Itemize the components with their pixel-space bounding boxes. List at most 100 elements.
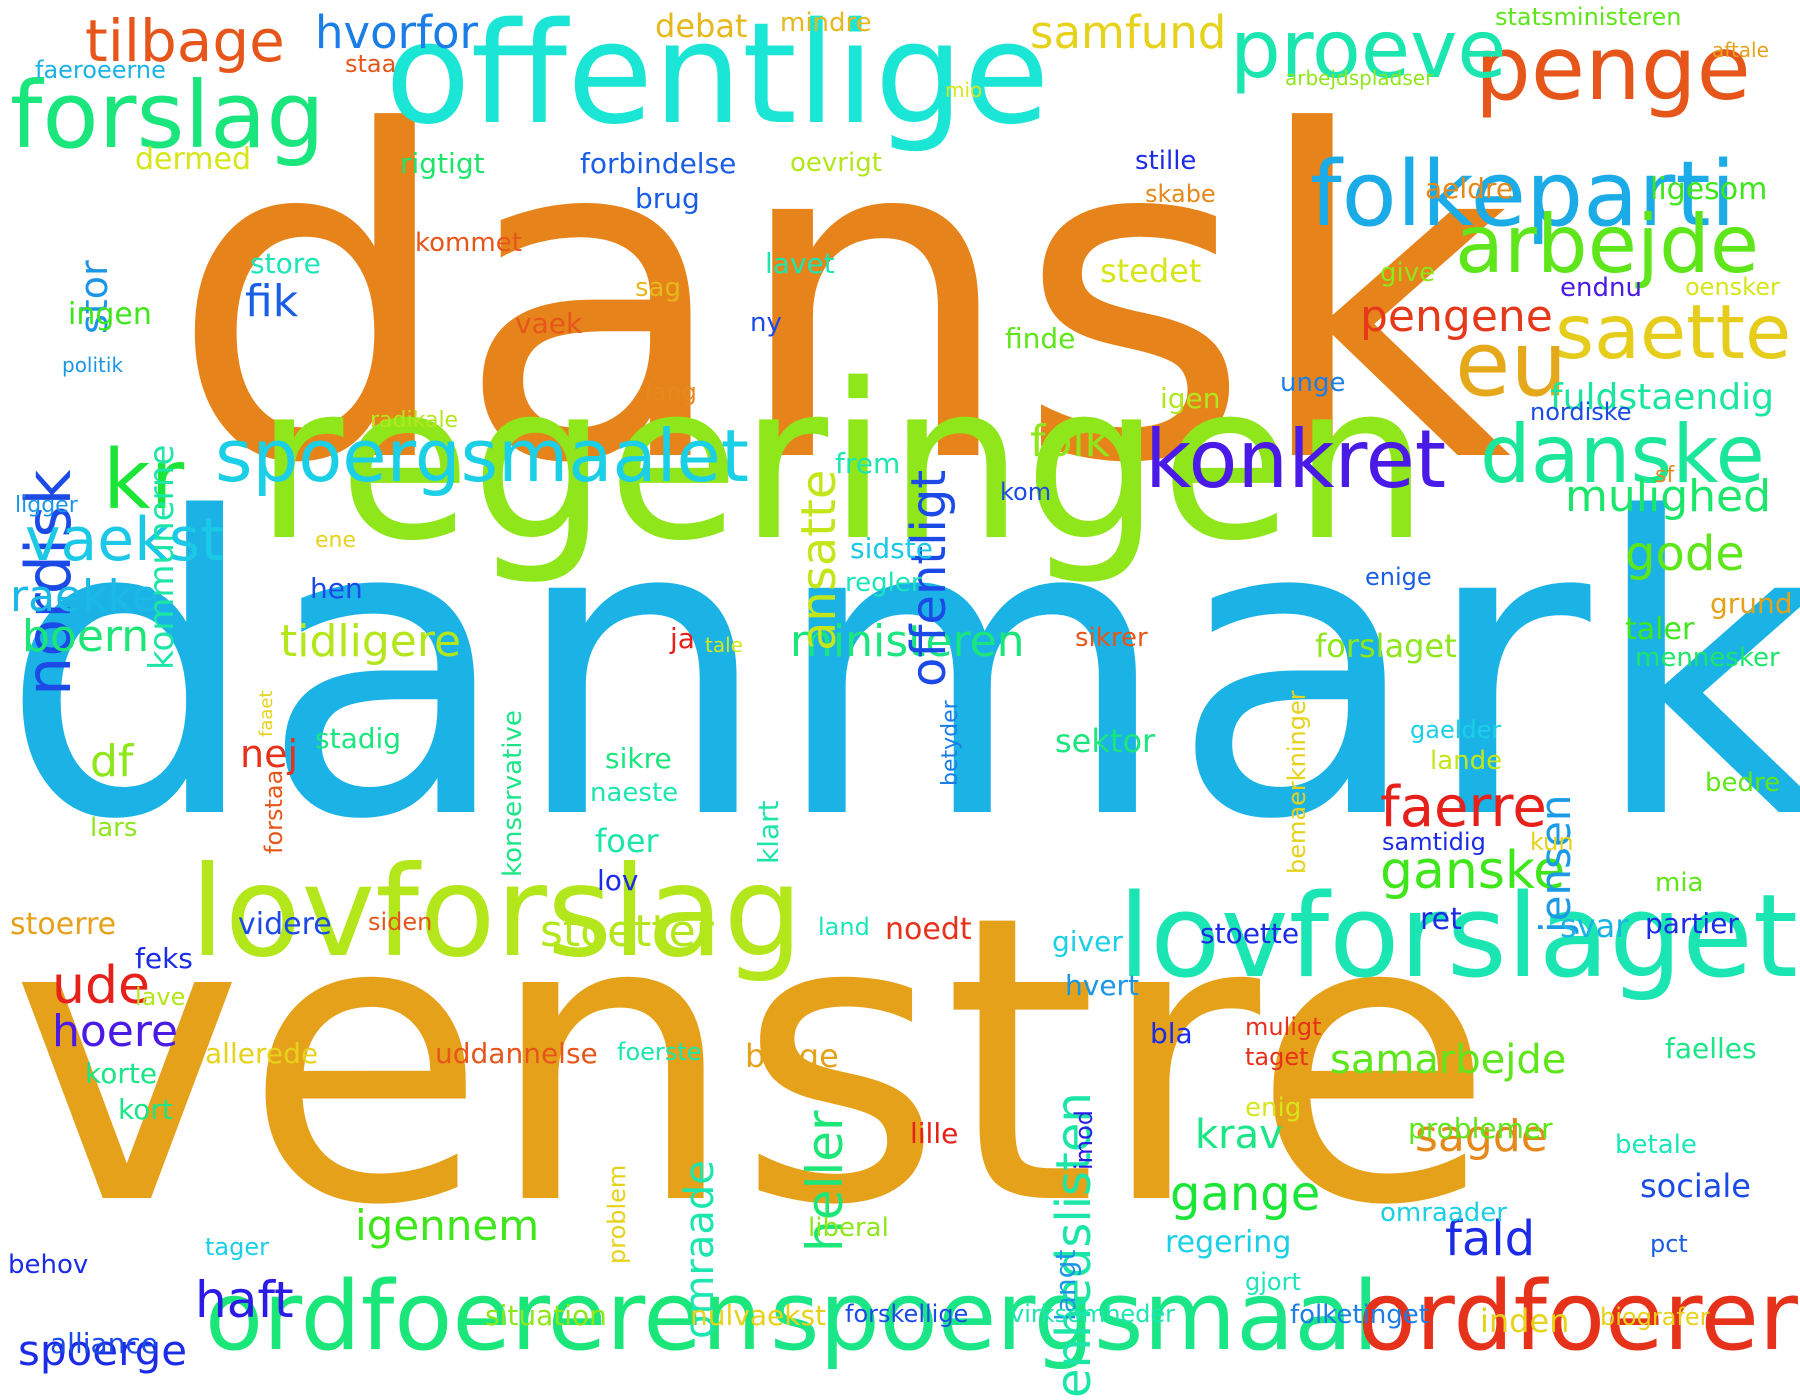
word-offentlige: offentlige: [385, 0, 1050, 156]
word-allerede: allerede: [205, 1037, 319, 1070]
word-lovforslag: lovforslag: [190, 840, 803, 985]
word-muligt: muligt: [1245, 1013, 1322, 1041]
word-debat: debat: [655, 7, 748, 45]
word-omraader: omraader: [1380, 1198, 1507, 1228]
word-bemaerkninger: bemaerkninger: [1283, 690, 1311, 874]
word-lave: lave: [135, 983, 186, 1011]
word-ligger: ligger: [15, 493, 78, 518]
word-haft: haft: [195, 1271, 294, 1329]
word-klart: klart: [752, 800, 785, 864]
word-stadig: stadig: [315, 722, 402, 755]
word-dansk: dansk: [170, 38, 1512, 562]
word-mia: mia: [1655, 868, 1704, 898]
word-samarbejde: samarbejde: [1330, 1037, 1567, 1083]
word-inden: inden: [1480, 1302, 1570, 1340]
word-lars: lars: [90, 813, 138, 843]
word-endnu: endnu: [1560, 273, 1642, 303]
word-stoette: stoette: [1200, 917, 1300, 950]
word-hoere: hoere: [52, 1006, 179, 1057]
word-regering: regering: [1165, 1225, 1292, 1260]
word-df: df: [90, 736, 134, 787]
word-kom: kom: [1000, 478, 1052, 506]
word-frem: frem: [835, 447, 901, 480]
word-eu: eu: [1455, 312, 1568, 417]
word-pengene: pengene: [1360, 291, 1553, 342]
word-land: land: [818, 913, 870, 941]
word-betale: betale: [1615, 1130, 1697, 1160]
word-rigtigt: rigtigt: [400, 147, 485, 180]
word-siden: siden: [368, 908, 433, 936]
word-proeve: proeve: [1230, 3, 1507, 96]
word-bedre: bedre: [1705, 768, 1781, 798]
word-regler: regler: [845, 568, 922, 598]
word-lavet: lavet: [765, 247, 835, 280]
word-naeste: naeste: [590, 778, 679, 808]
word-imod: imod: [1070, 1110, 1098, 1170]
word-bruge: bruge: [745, 1037, 839, 1075]
word-arbejdspladser: arbejdspladser: [1285, 66, 1434, 90]
word-arbejde: arbejde: [1455, 198, 1760, 291]
word-statsministeren: statsministeren: [1495, 3, 1682, 31]
word-foer: foer: [595, 822, 659, 860]
word-radikale: radikale: [370, 408, 459, 433]
word-kommet: kommet: [415, 228, 522, 258]
word-bla: bla: [1150, 1017, 1193, 1050]
word-sociale: sociale: [1640, 1167, 1751, 1205]
word-saette: saette: [1555, 288, 1792, 376]
word-feks: feks: [135, 942, 193, 975]
word-spoergsmaal: spoergsmaal: [770, 1262, 1379, 1372]
word-skabe: skabe: [1145, 180, 1216, 208]
word-kr: kr: [103, 433, 185, 528]
word-kort: kort: [118, 1093, 173, 1126]
word-gode: gode: [1625, 526, 1745, 582]
word-hen: hen: [310, 572, 363, 605]
word-faelles: faelles: [1665, 1032, 1757, 1065]
word-krav: krav: [1195, 1112, 1283, 1158]
word-mennesker: mennesker: [1635, 643, 1780, 673]
word-lande: lande: [1430, 746, 1503, 776]
word-faeroeerne: faeroeerne: [35, 56, 166, 84]
word-kommunerne: kommunerne: [142, 444, 182, 670]
word-situation: situation: [485, 1299, 607, 1332]
word-nulvaekst: nulvaekst: [690, 1299, 827, 1332]
word-mindre: mindre: [780, 8, 872, 38]
word-aeldre: aeldre: [1425, 172, 1514, 205]
word-aftale: aftale: [1712, 38, 1769, 62]
word-staa: staa: [345, 50, 397, 78]
word-oevrigt: oevrigt: [790, 148, 882, 178]
word-vaek: vaek: [515, 307, 583, 340]
word-grund: grund: [1710, 587, 1793, 620]
word-mulighed: mulighed: [1565, 471, 1772, 522]
word-vaekst: vaekst: [25, 505, 224, 575]
word-tidligere: tidligere: [280, 616, 462, 667]
word-sikrer: sikrer: [1075, 623, 1148, 653]
word-forstaa: forstaa: [260, 769, 288, 854]
word-fik: fik: [245, 276, 299, 327]
word-ene: ene: [315, 528, 357, 553]
word-alliance: alliance: [50, 1327, 159, 1360]
word-samfund: samfund: [1030, 6, 1227, 59]
word-raekke: raekke: [10, 571, 159, 622]
word-sf: sf: [1655, 463, 1675, 488]
word-danske: danske: [1480, 408, 1765, 501]
word-behov: behov: [8, 1250, 89, 1280]
word-hvert: hvert: [1065, 969, 1140, 1002]
word-lovforslaget: lovforslaget: [1118, 870, 1798, 1004]
word-lov: lov: [597, 864, 639, 897]
word-partier: partier: [1645, 907, 1739, 940]
word-samtidig: samtidig: [1382, 828, 1486, 856]
word-sagde: sagde: [1415, 1111, 1548, 1162]
word-lang: lang: [645, 378, 697, 406]
word-giver: giver: [1052, 925, 1123, 958]
word-danmark: danmark: [0, 431, 1800, 909]
word-lille: lille: [910, 1117, 959, 1150]
word-enig: enig: [1245, 1093, 1302, 1123]
word-ministeren: ministeren: [790, 616, 1025, 667]
word-store: store: [250, 247, 321, 280]
word-stedet: stedet: [1100, 252, 1202, 290]
word-ret: ret: [1420, 902, 1462, 937]
word-brug: brug: [635, 182, 700, 215]
word-folk: folk: [1030, 416, 1111, 467]
word-noedt: noedt: [885, 912, 972, 947]
word-finde: finde: [1005, 322, 1076, 355]
